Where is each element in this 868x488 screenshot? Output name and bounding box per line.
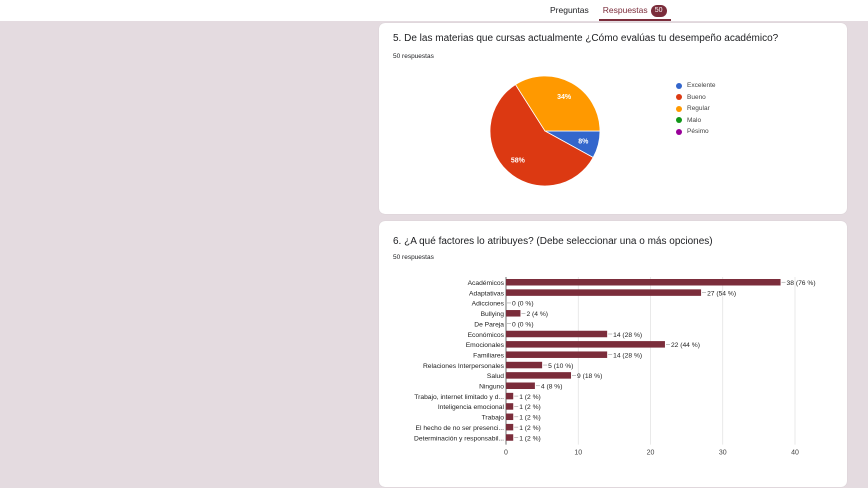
legend-dot-excelente <box>676 82 682 89</box>
bar-inteligencia-emocional <box>506 403 514 410</box>
bar-value-label-bullying: 2 (4 %) <box>526 311 548 318</box>
category-label-inteligencia-emocional: Inteligencia emocional <box>438 404 505 411</box>
legend-item-regular: Regular <box>676 103 716 115</box>
question-6-response-count: 50 respuestas <box>393 254 434 261</box>
bar-value-label-economicos: 14 (28 %) <box>613 332 642 339</box>
pie-chart: 8% 58% 34% <box>489 75 601 187</box>
bar-adaptativas <box>506 289 702 296</box>
bar-value-label-adicciones: 0 (0 %) <box>512 301 534 308</box>
x-tick-30: 30 <box>719 450 727 457</box>
bar-value-label-familiares: 14 (28 %) <box>613 352 642 359</box>
bar-value-label-academicos: 38 (76 %) <box>787 280 816 287</box>
pie-label-bueno: 58% <box>511 157 526 164</box>
bar-value-label-determinacion-y-responsabil: 1 (2 %) <box>519 435 541 442</box>
legend-dot-bueno <box>676 94 682 101</box>
category-label-determinacion-y-responsabil: Determinación y responsabil... <box>414 435 504 442</box>
bar-value-label-emocionales: 22 (44 %) <box>671 342 700 349</box>
tab-bar: Preguntas Respuestas 50 <box>550 3 671 21</box>
category-label-adicciones: Adicciones <box>472 301 505 308</box>
category-label-ninguno: Ninguno <box>479 384 504 391</box>
pie-label-regular: 34% <box>557 94 572 101</box>
category-label-trabajo-internet-limitado-y-d: Trabajo, internet limitado y d... <box>414 394 504 401</box>
bar-value-label-relaciones-interpersonales: 5 (10 %) <box>548 363 573 370</box>
category-label-adaptativas: Adaptativas <box>469 290 505 297</box>
legend-label-pesimo: Pésimo <box>687 128 709 136</box>
tab-respuestas-label: Respuestas <box>602 5 648 15</box>
category-label-salud: Salud <box>487 373 504 380</box>
bar-salud <box>506 372 572 379</box>
tab-preguntas[interactable]: Preguntas <box>550 3 589 21</box>
legend-item-bueno: Bueno <box>676 92 716 104</box>
legend-item-malo: Malo <box>676 115 716 127</box>
category-label-trabajo: Trabajo <box>482 415 505 422</box>
x-tick-10: 10 <box>574 450 582 457</box>
category-label-familiares: Familiares <box>473 352 504 359</box>
category-label-bullying: Bullying <box>481 311 505 318</box>
bar-value-label-trabajo: 1 (2 %) <box>519 415 541 422</box>
category-label-academicos: Académicos <box>468 280 505 287</box>
pie-label-excelente: 8% <box>578 138 589 145</box>
question-card-6: 6. ¿A qué factores lo atribuyes? (Debe s… <box>379 221 847 487</box>
legend-label-regular: Regular <box>687 105 710 113</box>
tab-respuestas[interactable]: Respuestas 50 <box>598 3 671 21</box>
bar-value-label-el-hecho-de-no-ser-presenci: 1 (2 %) <box>519 425 541 432</box>
legend-label-bueno: Bueno <box>687 93 706 101</box>
bar-el-hecho-de-no-ser-presenci <box>506 423 514 431</box>
x-tick-0: 0 <box>504 450 508 457</box>
bar-determinacion-y-responsabil <box>506 434 514 441</box>
legend-label-malo: Malo <box>687 116 702 124</box>
bar-familiares <box>506 351 608 358</box>
category-label-economicos: Económicos <box>468 332 505 339</box>
question-5-title: 5. De las materias que cursas actualment… <box>393 33 779 44</box>
bar-ninguno <box>506 382 535 389</box>
question-5-response-count: 50 respuestas <box>393 53 434 60</box>
bar-value-label-de-pareja: 0 (0 %) <box>512 321 534 328</box>
category-label-de-pareja: De Pareja <box>474 321 504 328</box>
bar-trabajo <box>506 413 514 421</box>
legend-dot-regular <box>676 105 682 112</box>
bar-chart: 0 10 20 30 40 Académicos 38 (76 %) Adaptativas 2… <box>414 277 816 457</box>
bar-emocionales <box>506 341 665 348</box>
question-6-title: 6. ¿A qué factores lo atribuyes? (Debe s… <box>393 236 713 247</box>
bar-relaciones-interpersonales <box>506 361 543 369</box>
bar-value-label-salud: 9 (18 %) <box>577 373 602 380</box>
legend-dot-pesimo <box>676 128 682 135</box>
legend-dot-malo <box>676 117 682 124</box>
bar-academicos <box>506 279 781 286</box>
top-bar: Preguntas Respuestas 50 <box>0 0 868 21</box>
bar-value-label-ninguno: 4 (8 %) <box>541 384 563 391</box>
bar-value-label-adaptativas: 27 (54 %) <box>707 290 736 297</box>
category-label-relaciones-interpersonales: Relaciones Interpersonales <box>423 363 505 370</box>
legend-label-excelente: Excelente <box>687 82 716 90</box>
responses-count-badge: 50 <box>650 5 667 17</box>
bar-trabajo-internet-limitado-y-d <box>506 392 514 400</box>
x-tick-40: 40 <box>791 450 799 457</box>
bar-value-label-inteligencia-emocional: 1 (2 %) <box>519 404 541 411</box>
question-card-5: 5. De las materias que cursas actualment… <box>379 23 847 214</box>
legend-item-pesimo: Pésimo <box>676 126 716 138</box>
pie-legend: Excelente Bueno Regular Malo Pésimo <box>676 80 716 138</box>
pie-slice-regular <box>514 75 601 132</box>
category-label-emocionales: Emocionales <box>466 342 505 349</box>
pie-slice-bueno <box>489 84 594 187</box>
bar-economicos <box>506 330 608 338</box>
legend-item-excelente: Excelente <box>676 80 716 92</box>
category-label-el-hecho-de-no-ser-presenci: El hecho de no ser presenci... <box>416 425 505 432</box>
bar-bullying <box>506 310 521 317</box>
x-tick-20: 20 <box>647 450 655 457</box>
bar-value-label-trabajo-internet-limitado-y-d: 1 (2 %) <box>519 394 541 401</box>
tab-preguntas-label: Preguntas <box>550 5 589 15</box>
